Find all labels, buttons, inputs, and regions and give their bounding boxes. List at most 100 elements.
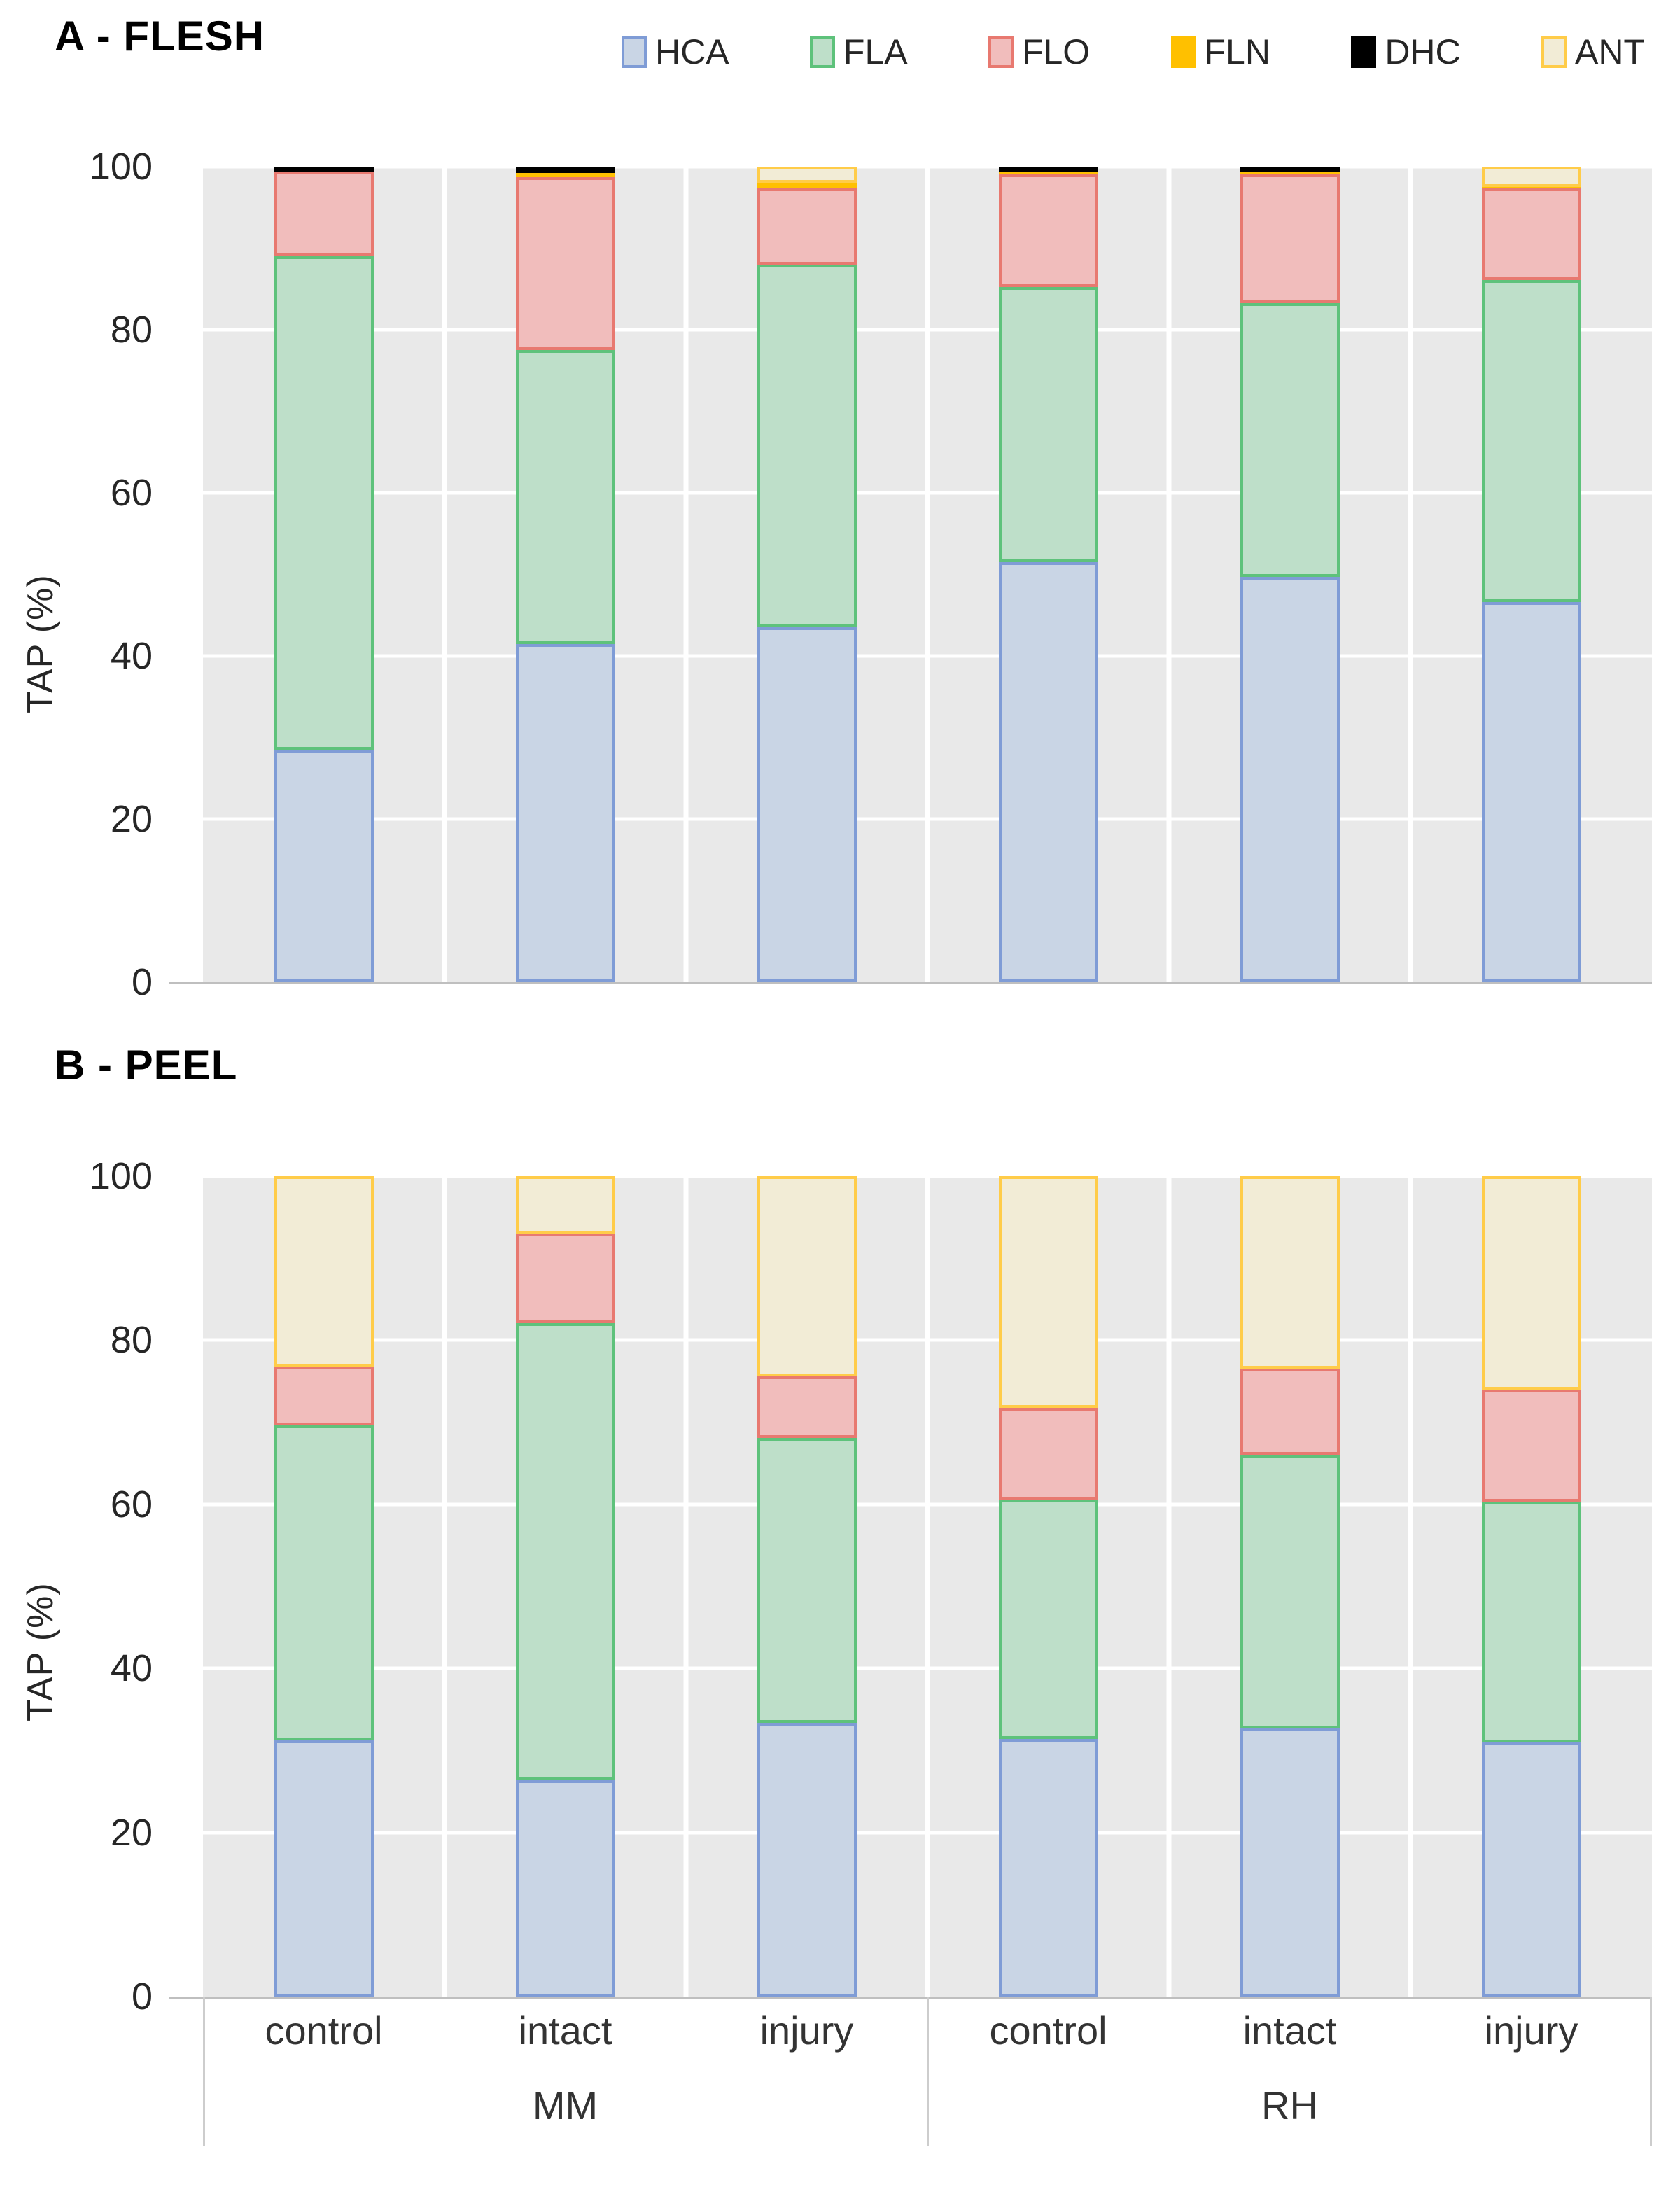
bar-segment-fla: [998, 1499, 1098, 1739]
x-category-label: intact: [518, 2008, 612, 2053]
bar-segment-hca: [1240, 1728, 1340, 1997]
bar-segment-ant: [998, 1176, 1098, 1408]
y-axis-ticks-b: 0 20 40 60 80 100: [0, 1157, 153, 2015]
stacked-bar-3: [757, 1176, 857, 1997]
bar-segment-fla: [1481, 1502, 1581, 1742]
bar-segment-flo: [998, 174, 1098, 288]
stacked-bar-4: [998, 1176, 1098, 1997]
bar-segment-flo: [1240, 174, 1340, 303]
x-category-label: intact: [1242, 2008, 1337, 2053]
chart-b-title: B - PEEL: [55, 1042, 238, 1089]
y-tick-label: 0: [131, 961, 153, 1003]
stacked-bar-4: [998, 167, 1098, 982]
legend-item-fla: FLA: [809, 32, 908, 71]
stacked-bar-5: [1240, 1176, 1340, 1997]
bar-segment-hca: [1240, 577, 1340, 982]
y-tick-label: 20: [110, 798, 153, 840]
category-separator: [925, 167, 930, 982]
bar-segment-fla: [757, 264, 857, 628]
category-separator: [683, 1176, 689, 1997]
category-separator: [683, 167, 689, 982]
bar-segment-fla: [515, 350, 615, 644]
y-tick-label: 60: [110, 1483, 153, 1525]
bar-segment-hca: [1481, 602, 1581, 982]
zero-tick-b: [169, 1997, 203, 1999]
group-border-line: [1650, 1997, 1652, 2146]
plot-area-flesh: [169, 165, 1652, 984]
y-tick-label: 20: [110, 1811, 153, 1854]
zero-tick-a: [169, 982, 203, 984]
bar-segment-flo: [1481, 188, 1581, 280]
bar-segment-fla: [757, 1437, 857, 1723]
category-separator: [442, 1176, 447, 1997]
bar-segment-flo: [515, 1234, 615, 1323]
y-tick-label: 80: [110, 309, 153, 351]
bar-segment-flo: [1481, 1389, 1581, 1502]
legend-label: FLO: [1021, 32, 1091, 71]
bar-segment-fln: [515, 173, 615, 178]
stacked-bar-1: [274, 1176, 374, 1997]
bar-segment-hca: [757, 627, 857, 982]
ant-swatch-icon: [1541, 36, 1567, 68]
fln-swatch-icon: [1170, 36, 1196, 68]
x-axis-table: control intact injury control intact injury MM…: [203, 1997, 1652, 2152]
bar-segment-hca: [515, 1780, 615, 1997]
bar-segment-fla: [515, 1322, 615, 1780]
stacked-bar-2: [515, 1176, 615, 1997]
y-tick-label: 40: [110, 1647, 153, 1690]
bar-segment-ant: [757, 1176, 857, 1376]
bar-segment-dhc: [1240, 167, 1340, 172]
bar-segment-ant: [1481, 1176, 1581, 1390]
bar-segment-hca: [998, 562, 1098, 982]
bar-segment-hca: [998, 1739, 1098, 1997]
bar-segment-fla: [998, 287, 1098, 563]
legend-item-ant: ANT: [1541, 34, 1645, 69]
category-separator: [1408, 167, 1413, 982]
plot-area-peel: [169, 1174, 1652, 1999]
legend-item-flo: FLO: [988, 34, 1090, 69]
stacked-bar-3: [757, 167, 857, 982]
bar-segment-dhc: [998, 167, 1098, 172]
legend-label: HCA: [655, 32, 729, 71]
legend: HCA FLA FLO FLN DHC ANT: [622, 31, 1645, 73]
bar-segment-hca: [274, 749, 374, 982]
bar-segment-hca: [274, 1740, 374, 1997]
hca-swatch-icon: [622, 36, 647, 68]
bar-segment-flo: [757, 1376, 857, 1438]
stacked-bar-6: [1481, 1176, 1581, 1997]
legend-label: FLN: [1204, 32, 1270, 71]
y-tick-label: 100: [89, 146, 153, 188]
bar-segment-flo: [757, 188, 857, 265]
bar-segment-fln: [1481, 187, 1581, 189]
bar-segment-dhc: [515, 167, 615, 174]
bar-segment-fla: [274, 1425, 374, 1741]
y-tick-label: 100: [89, 1155, 153, 1197]
stacked-bar-2: [515, 167, 615, 982]
group-border-line: [926, 1997, 929, 2146]
y-tick-label: 80: [110, 1319, 153, 1362]
stacked-bar-6: [1481, 167, 1581, 982]
bar-segment-fla: [1481, 279, 1581, 603]
x-group-label-mm: MM: [532, 2083, 598, 2127]
x-category-label: injury: [760, 2008, 854, 2053]
bar-segment-hca: [757, 1722, 857, 1997]
bar-segment-flo: [274, 172, 374, 257]
bar-segment-ant: [1481, 167, 1581, 188]
bar-segment-fla: [274, 256, 374, 750]
stacked-bar-5: [1240, 167, 1340, 982]
bar-segment-dhc: [274, 167, 374, 172]
dhc-swatch-icon: [1351, 36, 1377, 68]
bar-segment-ant: [757, 167, 857, 183]
x-category-label: injury: [1484, 2008, 1578, 2053]
bar-segment-flo: [998, 1407, 1098, 1500]
y-axis-ticks-a: 0 20 40 60 80 100: [0, 148, 153, 1001]
bar-segment-ant: [274, 1176, 374, 1367]
legend-label: FLA: [843, 32, 908, 71]
bar-segment-hca: [515, 643, 615, 982]
chart-a-title: A - FLESH: [55, 13, 265, 60]
bar-segment-ant: [1240, 1176, 1340, 1369]
y-tick-label: 40: [110, 635, 153, 677]
bar-segment-fla: [1240, 302, 1340, 577]
x-category-label: control: [989, 2008, 1107, 2053]
x-group-label-rh: RH: [1261, 2083, 1318, 2127]
